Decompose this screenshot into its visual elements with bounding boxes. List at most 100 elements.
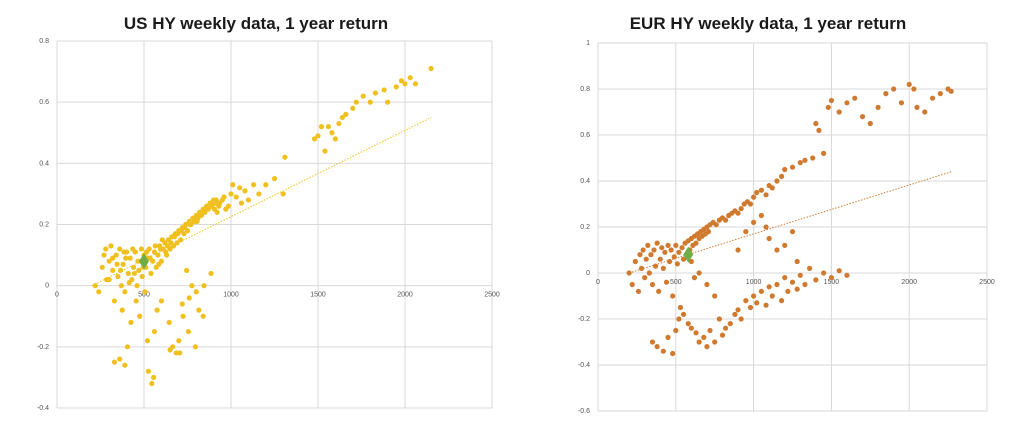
data-point: [751, 293, 757, 299]
data-point: [130, 264, 137, 270]
highlight-marker: [139, 253, 149, 270]
data-point: [199, 209, 205, 215]
data-point: [758, 187, 764, 193]
x-tick-label: 500: [670, 279, 682, 286]
data-point: [201, 283, 207, 289]
data-point: [637, 252, 643, 258]
data-point: [115, 273, 121, 280]
data-point: [185, 328, 191, 335]
data-point: [648, 252, 654, 258]
data-point: [754, 300, 760, 306]
data-point: [782, 166, 788, 173]
data-point: [145, 368, 151, 374]
data-point: [646, 270, 652, 276]
data-point: [168, 240, 174, 246]
data-point: [638, 265, 645, 271]
y-tick-label: -0.4: [37, 405, 49, 412]
data-point: [385, 99, 391, 105]
data-point: [852, 95, 858, 101]
data-point: [836, 109, 842, 115]
data-point: [676, 249, 682, 255]
data-point: [92, 283, 98, 289]
data-point: [182, 224, 188, 231]
data-point: [180, 313, 186, 319]
data-point: [645, 242, 651, 248]
data-point: [184, 267, 190, 273]
data-point: [825, 104, 831, 110]
data-point: [747, 304, 754, 311]
data-point: [696, 270, 702, 276]
data-point: [789, 229, 796, 235]
data-point: [144, 338, 151, 344]
data-point: [407, 75, 413, 81]
y-tick-label: 0.6: [580, 132, 590, 139]
x-tick-label: 2000: [397, 292, 413, 299]
y-tick-label: -0.2: [37, 344, 49, 351]
data-point: [131, 270, 138, 277]
data-point: [665, 334, 671, 340]
data-point: [179, 301, 185, 307]
y-tick-label: 0.6: [39, 99, 49, 106]
data-point: [106, 258, 112, 264]
data-point: [282, 154, 288, 160]
data-point: [713, 222, 719, 228]
data-point: [225, 203, 231, 209]
data-point: [712, 339, 718, 345]
data-point: [280, 191, 286, 197]
data-point: [763, 192, 769, 198]
data-point: [152, 243, 158, 249]
y-tick-label: 0.8: [39, 38, 49, 45]
data-point: [150, 374, 157, 381]
data-point: [117, 356, 123, 362]
data-point: [343, 111, 349, 117]
data-point: [101, 252, 107, 258]
data-point: [350, 105, 356, 111]
data-point: [673, 327, 679, 334]
data-point: [929, 95, 936, 101]
data-point: [428, 65, 434, 72]
data-point: [130, 246, 136, 252]
data-point: [654, 344, 660, 350]
data-point: [367, 99, 373, 105]
data-point: [398, 78, 405, 84]
data-point: [137, 313, 143, 319]
data-point: [120, 261, 126, 267]
data-point: [802, 157, 808, 163]
data-point: [751, 219, 757, 225]
data-point: [656, 288, 662, 294]
data-point: [353, 99, 359, 105]
data-point: [336, 120, 342, 127]
eur-hy-chart-panel: EUR HY weekly data, 1 year return -0.6 -0…: [512, 0, 1024, 426]
data-point: [393, 84, 399, 90]
data-point: [635, 288, 642, 294]
data-point: [707, 327, 713, 334]
data-point: [657, 256, 663, 262]
data-point: [659, 245, 665, 251]
data-point: [674, 261, 680, 267]
y-tick-label: 0: [586, 270, 590, 277]
data-point: [816, 127, 822, 133]
data-point: [311, 136, 318, 142]
data-point: [111, 298, 118, 304]
data-point: [774, 281, 780, 288]
data-point: [177, 350, 183, 356]
data-point: [794, 286, 800, 292]
data-point: [779, 173, 785, 179]
data-point: [875, 104, 881, 110]
data-point: [676, 316, 682, 322]
data-point: [722, 325, 729, 331]
data-point: [124, 344, 131, 350]
data-point: [186, 295, 192, 301]
data-point: [794, 258, 800, 265]
x-tick-label: 1500: [310, 292, 326, 299]
data-point: [732, 311, 738, 317]
data-point: [158, 298, 164, 304]
data-point: [256, 191, 262, 197]
data-point: [194, 218, 200, 225]
data-point: [914, 104, 920, 110]
data-point: [640, 247, 646, 253]
data-point: [221, 194, 227, 200]
y-tick-label: 0.2: [39, 222, 49, 229]
data-point: [660, 265, 666, 271]
data-point: [208, 270, 214, 277]
